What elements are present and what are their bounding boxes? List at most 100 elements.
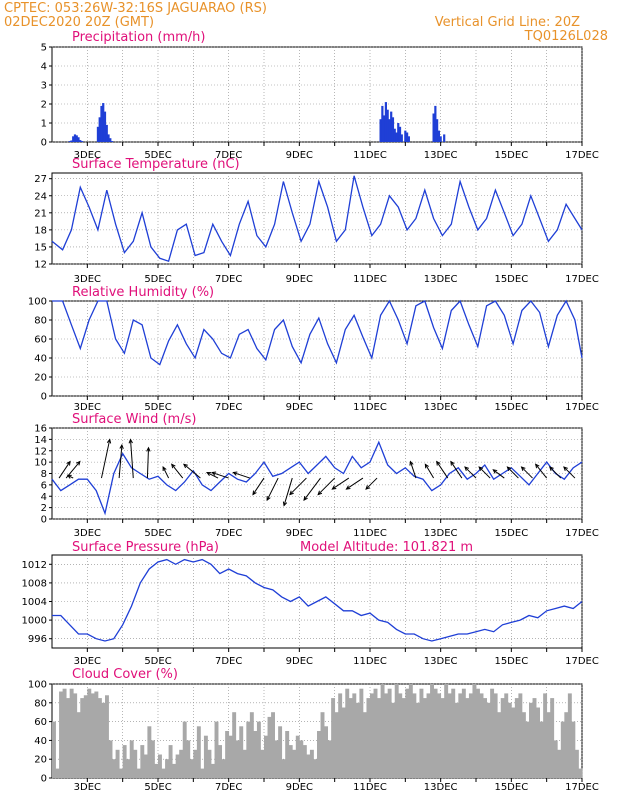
- panel-title: Precipitation (mm/h): [72, 30, 205, 45]
- wind-vector: [100, 439, 111, 479]
- panel-title: Surface Pressure (hPa): [72, 540, 219, 555]
- wind-vector-head: [478, 466, 484, 471]
- cloud-bar: [483, 698, 487, 778]
- x-tick-label: 11DEC: [353, 782, 387, 793]
- y-tick-label: 1000: [22, 616, 47, 627]
- x-tick-label: 17DEC: [565, 782, 599, 793]
- cloud-bar: [105, 695, 109, 778]
- cloud-bar: [150, 740, 155, 778]
- wind-vector-head: [266, 496, 271, 502]
- wind-vector-head: [492, 469, 498, 474]
- wind-vector-head: [162, 466, 167, 472]
- precip-bar: [105, 124, 108, 142]
- cloud-bar: [553, 740, 558, 778]
- cloud-bar: [299, 740, 304, 778]
- cloud-bar: [366, 698, 371, 778]
- y-tick-label: 1: [41, 119, 47, 130]
- x-tick-label: 17DEC: [565, 274, 599, 285]
- y-tick-label: 1004: [22, 597, 47, 608]
- x-tick-label: 5DEC: [144, 528, 171, 539]
- wind-vector: [521, 466, 533, 479]
- x-tick-label: 15DEC: [494, 656, 528, 667]
- cloud-bar: [136, 768, 141, 778]
- cloud-bar: [355, 702, 360, 778]
- cloud-bar: [398, 693, 403, 778]
- cloud-bar: [511, 707, 516, 778]
- cloud-bar: [338, 693, 343, 778]
- y-tick-label: 996: [28, 634, 47, 645]
- wind-vector: [118, 445, 123, 479]
- series-line: [52, 299, 583, 366]
- wind-vector-head: [66, 474, 72, 479]
- cloud-bar: [415, 702, 420, 778]
- panel-0: 0 1 2 3 4 5 3DEC 5DEC 7DEC 9DEC 11DEC 13DEC 15DEC 17D…: [41, 30, 599, 161]
- precip-bar: [432, 113, 435, 142]
- cloud-bar: [126, 759, 131, 778]
- cloud-bar: [352, 693, 357, 778]
- cloud-bar: [412, 693, 417, 778]
- wind-vector: [424, 464, 435, 479]
- x-tick-label: 3DEC: [74, 274, 101, 285]
- cloud-bar: [458, 693, 463, 778]
- wind-vector: [58, 461, 71, 479]
- cloud-bar: [94, 691, 99, 778]
- y-tick-label: 4: [41, 492, 47, 503]
- cloud-bar: [394, 684, 399, 778]
- cloud-bar: [211, 763, 215, 778]
- y-tick-label: 16: [34, 424, 47, 435]
- model-altitude: Model Altitude: 101.821 m: [300, 540, 473, 555]
- cloud-bar: [348, 698, 353, 778]
- cloud-bar: [52, 721, 56, 778]
- x-tick-label: 3DEC: [74, 402, 101, 413]
- wind-vector-head: [365, 485, 371, 490]
- wind-vector: [563, 466, 576, 479]
- cloud-bar: [373, 688, 378, 778]
- cloud-bar: [55, 768, 60, 778]
- cloud-bar: [161, 768, 166, 778]
- wind-vector-head: [211, 471, 217, 476]
- cloud-bar: [295, 735, 300, 778]
- wind-vector: [283, 477, 293, 506]
- x-tick-label: 7DEC: [215, 528, 242, 539]
- precip-bar: [80, 141, 84, 142]
- wind-vector-head: [436, 460, 441, 466]
- cloud-bar: [514, 698, 519, 778]
- wind-vector-head: [232, 471, 238, 476]
- cloud-bar: [327, 740, 332, 778]
- x-tick-label: 3DEC: [74, 528, 101, 539]
- panel-2: 0 20 40 60 80 100 3DEC 5DEC 7DEC 9DEC 11DEC 13DEC 15…: [28, 285, 599, 413]
- precip-bar: [98, 117, 101, 142]
- cloud-bar: [578, 768, 583, 778]
- precip-bar: [386, 109, 389, 142]
- wind-vector-head: [520, 466, 526, 471]
- precip-bar: [400, 134, 403, 142]
- panel-1: 12 15 18 21 24 27 3DEC 5DEC 7DEC 9DEC 11DEC 13DEC 15…: [34, 157, 599, 285]
- wind-vector: [266, 477, 279, 501]
- wind-vector: [252, 477, 265, 495]
- y-tick-label: 0: [41, 515, 47, 526]
- y-tick-label: 8: [41, 469, 47, 480]
- cloud-bar: [525, 721, 530, 778]
- panel-title: Relative Humidity (%): [72, 285, 214, 300]
- cloud-bar: [115, 749, 120, 778]
- y-tick-label: 40: [34, 736, 47, 747]
- y-tick-label: 80: [34, 316, 47, 327]
- cloud-bar: [521, 712, 526, 778]
- cloud-bar: [253, 731, 258, 778]
- cloud-bar: [550, 698, 555, 778]
- cloud-bar: [465, 698, 470, 778]
- precip-bar: [393, 128, 396, 142]
- wind-vector-head: [548, 466, 554, 471]
- cloud-bar: [370, 693, 374, 778]
- wind-vector: [332, 477, 350, 490]
- cloud-bar: [536, 707, 540, 778]
- cloud-bar: [221, 759, 226, 778]
- precip-bar: [107, 134, 110, 142]
- x-tick-label: 11DEC: [353, 656, 387, 667]
- wind-vector-head: [289, 490, 294, 496]
- series-line: [52, 558, 583, 642]
- cloud-bar: [140, 745, 145, 778]
- cloud-bar: [391, 702, 396, 778]
- cloud-bar: [387, 688, 392, 778]
- x-tick-label: 17DEC: [565, 402, 599, 413]
